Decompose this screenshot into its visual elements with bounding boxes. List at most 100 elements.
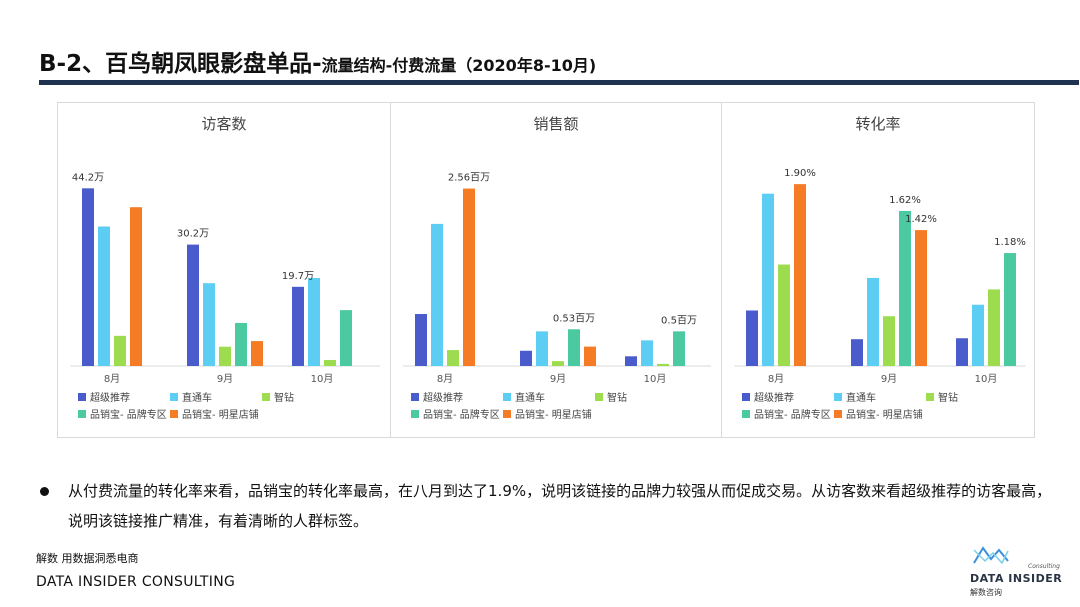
data-label: 0.5百万 xyxy=(661,314,697,326)
legend-label: 智钻 xyxy=(938,391,958,404)
legend-label: 品销宝- 品牌专区 xyxy=(90,408,167,421)
legend-swatch xyxy=(503,393,511,401)
legend-label: 智钻 xyxy=(274,391,294,404)
bar xyxy=(746,310,758,366)
data-label: 1.62% xyxy=(889,195,921,206)
bar xyxy=(762,193,774,366)
legend-label: 直通车 xyxy=(182,391,212,404)
page-title-main: B-2、百鸟朝凤眼影盘单品- xyxy=(39,51,322,77)
x-tick-label: 9月 xyxy=(217,373,233,385)
legend-swatch xyxy=(78,410,86,418)
legend-swatch xyxy=(834,393,842,401)
bar xyxy=(235,322,247,366)
bar xyxy=(308,277,320,366)
bar xyxy=(536,331,548,366)
logo-icon xyxy=(973,546,1009,565)
bar xyxy=(867,277,879,366)
legend-swatch xyxy=(742,393,750,401)
bar xyxy=(851,339,863,366)
bar xyxy=(431,223,443,366)
bar xyxy=(340,310,352,366)
bar xyxy=(463,188,475,366)
chart-title: 销售额 xyxy=(533,115,578,133)
chart-panel-visitors: 访客数 8月 9月 10月 44.2万 30.2万 19.7万 超级推荐 直通车 智钻 品销宝- 品… xyxy=(57,102,391,438)
bar xyxy=(899,210,911,366)
data-label: 1.42% xyxy=(905,214,937,225)
data-label: 30.2万 xyxy=(177,229,209,240)
legend-swatch xyxy=(78,393,86,401)
bar xyxy=(324,359,336,366)
bar xyxy=(657,363,669,366)
legend-label: 品销宝- 明星店铺 xyxy=(846,408,923,421)
legend-swatch xyxy=(411,410,419,418)
bullet-dot xyxy=(40,487,49,496)
bar xyxy=(794,184,806,366)
company-logo: Consulting DATA INSIDER 解数咨询 xyxy=(968,545,1063,601)
bar xyxy=(520,350,532,366)
legend-label: 品销宝- 明星店铺 xyxy=(515,408,592,421)
page-title: B-2、百鸟朝凤眼影盘单品-流量结构-付费流量（2020年8-10月) xyxy=(39,44,596,78)
bar xyxy=(915,230,927,366)
bar xyxy=(673,331,685,366)
logo-consulting: Consulting xyxy=(1028,563,1060,570)
legend-label: 超级推荐 xyxy=(754,391,794,404)
data-label: 19.7万 xyxy=(282,271,314,282)
legend-swatch xyxy=(411,393,419,401)
bar xyxy=(415,314,427,366)
bar xyxy=(641,340,653,366)
legend-swatch xyxy=(503,410,511,418)
legend-label: 超级推荐 xyxy=(90,391,130,404)
bar xyxy=(447,350,459,366)
summary-text: 从付费流量的转化率来看，品销宝的转化率最高，在八月到达了1.9%，说明该链接的品… xyxy=(68,482,1052,530)
bar xyxy=(584,346,596,366)
legend-swatch xyxy=(834,410,842,418)
bar xyxy=(568,329,580,366)
bar xyxy=(251,341,263,366)
chart-panel-conversion: 转化率 8月 9月 10月 1.90% 1.62% 1.42% 1.18% 超级推荐 直通车 智钻品… xyxy=(721,102,1035,438)
data-label: 2.56百万 xyxy=(448,172,490,184)
bar xyxy=(778,264,790,366)
x-tick-label: 9月 xyxy=(550,373,566,385)
bar xyxy=(130,207,142,366)
legend-label: 超级推荐 xyxy=(423,391,463,404)
bar xyxy=(972,304,984,366)
x-tick-label: 10月 xyxy=(975,373,998,385)
title-rule xyxy=(39,80,1079,85)
bar xyxy=(187,244,199,366)
legend-swatch xyxy=(926,393,934,401)
x-tick-label: 10月 xyxy=(311,373,334,385)
bar xyxy=(82,188,94,366)
x-tick-label: 8月 xyxy=(768,373,784,385)
legend-swatch xyxy=(170,393,178,401)
bar xyxy=(552,361,564,366)
bar xyxy=(625,356,637,366)
data-label: 0.53百万 xyxy=(553,312,595,324)
chart-panel-sales: 销售额 8月 9月 10月 2.56百万 0.53百万 0.5百万 超级推荐 直通车 智钻 品销宝-… xyxy=(390,102,722,438)
legend-swatch xyxy=(170,410,178,418)
legend-swatch xyxy=(742,410,750,418)
legend-label: 品销宝- 明星店铺 xyxy=(182,408,259,421)
footer-company: DATA INSIDER CONSULTING xyxy=(36,574,236,590)
legend-label: 直通车 xyxy=(846,391,876,404)
data-label: 1.18% xyxy=(994,237,1026,248)
legend-label: 品销宝- 品牌专区 xyxy=(754,408,831,421)
x-tick-label: 10月 xyxy=(644,373,667,385)
footer-tagline: 解数 用数据洞悉电商 xyxy=(36,552,139,565)
legend-swatch xyxy=(262,393,270,401)
x-tick-label: 8月 xyxy=(437,373,453,385)
logo-name: DATA INSIDER xyxy=(970,572,1063,585)
bar xyxy=(988,289,1000,366)
chart-title: 转化率 xyxy=(855,115,900,133)
bar xyxy=(114,335,126,366)
bar xyxy=(956,338,968,366)
chart-title: 访客数 xyxy=(201,115,246,133)
bar xyxy=(98,226,110,366)
legend-label: 直通车 xyxy=(515,391,545,404)
bar xyxy=(219,346,231,366)
page-title-sub: 流量结构-付费流量（2020年8-10月) xyxy=(321,56,597,75)
bar xyxy=(292,286,304,366)
data-label: 1.90% xyxy=(784,168,816,179)
legend-label: 品销宝- 品牌专区 xyxy=(423,408,500,421)
